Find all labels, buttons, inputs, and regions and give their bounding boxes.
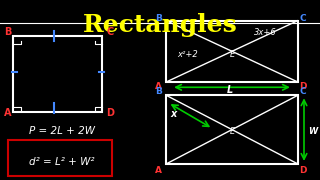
Text: A: A bbox=[4, 108, 12, 118]
Text: A: A bbox=[155, 82, 162, 91]
Text: D: D bbox=[106, 108, 115, 118]
Text: B: B bbox=[4, 27, 12, 37]
Text: E: E bbox=[229, 127, 235, 136]
Bar bbox=[8, 140, 112, 176]
Text: C: C bbox=[299, 87, 306, 96]
Text: x²+2: x²+2 bbox=[178, 50, 198, 59]
Bar bbox=[13, 36, 102, 112]
Text: 3x+6: 3x+6 bbox=[254, 28, 277, 37]
Text: A: A bbox=[155, 166, 162, 175]
Text: P = 2L + 2W: P = 2L + 2W bbox=[29, 126, 95, 136]
Bar bbox=[166, 21, 298, 82]
Text: D: D bbox=[299, 166, 306, 175]
Text: W: W bbox=[308, 127, 317, 136]
Text: E: E bbox=[229, 50, 235, 59]
Text: d² = L² + W²: d² = L² + W² bbox=[29, 157, 94, 167]
Text: B: B bbox=[155, 14, 162, 22]
Text: C: C bbox=[107, 27, 114, 37]
Text: L: L bbox=[227, 85, 233, 95]
Bar bbox=[166, 95, 298, 164]
Text: B: B bbox=[155, 87, 162, 96]
Text: D: D bbox=[299, 82, 306, 91]
Text: Rectangles: Rectangles bbox=[83, 13, 237, 37]
Text: x: x bbox=[170, 109, 177, 119]
Text: C: C bbox=[299, 14, 306, 22]
